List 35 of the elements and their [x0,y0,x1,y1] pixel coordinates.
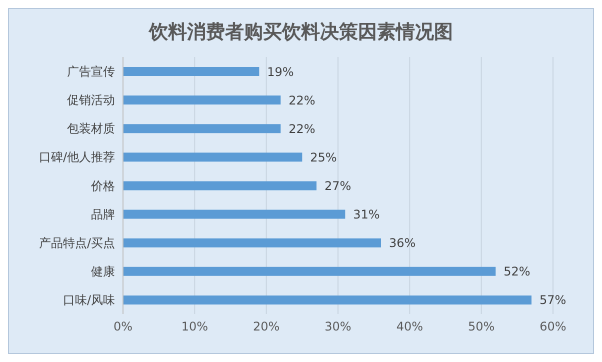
y-tick-label: 口味/风味 [62,292,115,307]
data-label: 52% [504,264,530,279]
chart-title: 饮料消费者购买饮料决策因素情况图 [148,20,454,45]
bar [123,181,316,190]
x-tick-label: 10% [181,320,208,334]
bar [123,96,281,105]
bar [123,266,496,276]
y-tick-label: 价格 [90,178,115,193]
data-label: 57% [540,293,566,308]
bar [123,152,302,162]
x-tick-label: 0% [113,320,133,334]
data-label: 36% [389,236,416,250]
x-tick-label: 20% [252,320,280,334]
x-tick-label: 30% [324,320,352,334]
y-tick-label: 包装材质 [67,122,115,136]
bar [123,124,281,134]
bar [123,295,532,304]
bar [123,238,381,248]
data-label: 25% [310,150,337,164]
data-label: 22% [288,93,316,108]
y-tick-label: 广告宣传 [67,64,115,79]
data-label: 27% [324,178,352,193]
x-tick-label: 40% [396,320,424,334]
y-tick-label: 品牌 [91,207,115,222]
bar [123,67,260,76]
y-tick-label: 健康 [91,264,115,278]
bar [123,210,346,219]
data-label: 19% [267,64,294,79]
y-tick-label: 口碑/他人推荐 [38,150,115,164]
data-label: 22% [288,122,316,136]
y-tick-label: 产品特点/买点 [38,236,115,250]
x-tick-label: 60% [540,320,566,334]
data-label: 31% [353,208,380,222]
y-tick-label: 促销活动 [67,93,115,108]
x-tick-label: 50% [468,320,495,334]
